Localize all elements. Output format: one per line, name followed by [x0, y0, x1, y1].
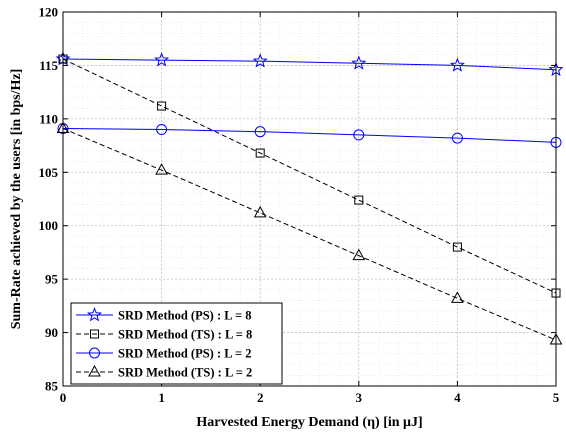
legend-label: SRD Method (PS) : L = 2	[118, 347, 252, 361]
data-point	[452, 242, 462, 252]
legend-marker	[90, 329, 99, 339]
y-tick-label: 95	[45, 272, 59, 287]
data-point	[156, 124, 168, 136]
data-point	[253, 205, 267, 218]
legend-entry: SRD Method (TS) : L = 8	[76, 328, 252, 342]
legend-marker	[88, 364, 101, 377]
legend-box	[70, 302, 283, 385]
y-tick-label: 100	[39, 218, 59, 233]
x-axis-label: Harvested Energy Demand (η) [in μJ]	[196, 415, 422, 430]
series-line	[62, 58, 557, 294]
legend-entry: SRD Method (TS) : L = 2	[76, 364, 252, 380]
x-tick-label: 2	[257, 390, 264, 405]
data-point	[252, 53, 268, 68]
series-layer	[55, 51, 564, 345]
series-2	[58, 54, 561, 298]
data-point	[255, 148, 265, 158]
y-tick-label: 105	[39, 165, 59, 180]
series-line	[62, 127, 557, 143]
y-tick-label: 120	[39, 5, 59, 20]
y-tick-label: 85	[45, 379, 59, 394]
series-line	[62, 128, 557, 341]
grid	[62, 11, 557, 387]
legend-label: SRD Method (PS) : L = 8	[118, 309, 252, 323]
y-tick-label: 90	[45, 325, 58, 340]
y-tick-label: 110	[39, 111, 58, 126]
series-3	[57, 122, 562, 148]
data-point	[354, 195, 364, 205]
y-axis-label: Sum-Rate achieved by the users [in bps/H…	[9, 69, 24, 330]
data-point	[451, 291, 464, 303]
x-tick-label: 0	[60, 390, 67, 405]
legend-entry: SRD Method (PS) : L = 2	[76, 347, 252, 361]
data-point	[353, 129, 365, 141]
x-tick-label: 1	[158, 390, 165, 405]
x-tick-label: 4	[454, 390, 461, 405]
series-1	[55, 51, 564, 77]
data-point	[451, 132, 463, 144]
legend-label: SRD Method (TS) : L = 2	[118, 366, 252, 380]
data-point	[254, 126, 266, 138]
legend: SRD Method (PS) : L = 8 SRD Method (TS) :…	[70, 302, 283, 385]
legend-marker	[87, 307, 102, 322]
data-point	[154, 52, 170, 67]
data-point	[352, 248, 366, 261]
axes: 0 1 2 3 4 5 85 90 95 100 105 110 115 120	[39, 5, 560, 406]
series-line	[62, 58, 557, 71]
plot-frame	[62, 11, 557, 387]
data-point	[449, 57, 465, 72]
legend-label: SRD Method (TS) : L = 8	[118, 328, 252, 342]
legend-marker	[89, 347, 100, 359]
x-tick-label: 5	[553, 390, 560, 405]
data-point	[157, 101, 167, 111]
data-point	[351, 55, 367, 70]
x-tick-label: 3	[356, 390, 363, 405]
data-point	[155, 163, 168, 175]
y-tick-label: 115	[39, 58, 58, 73]
legend-entry: SRD Method (PS) : L = 8	[76, 307, 252, 323]
